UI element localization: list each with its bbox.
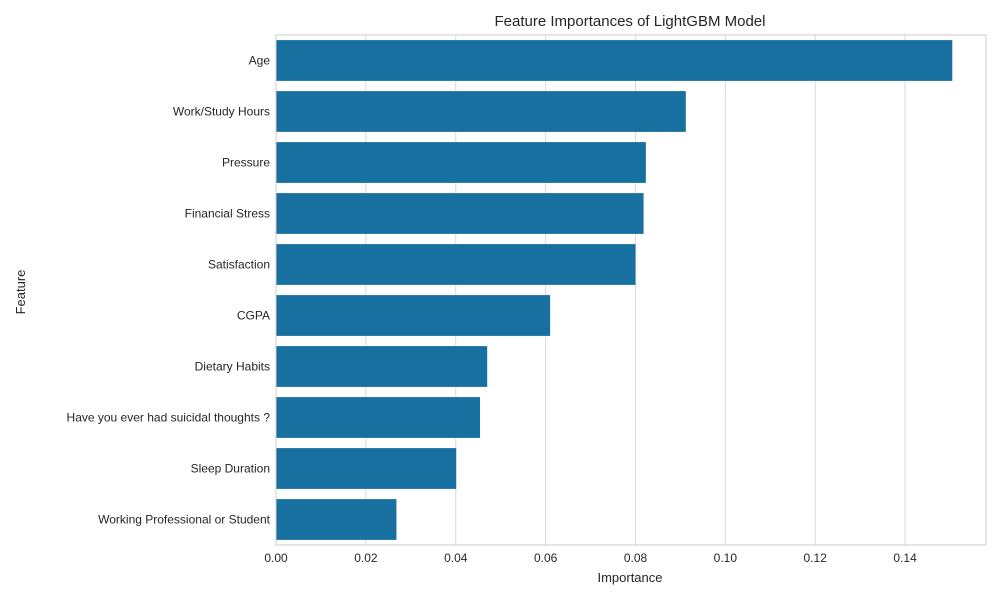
y-category-label: Working Professional or Student bbox=[98, 513, 271, 527]
bar bbox=[276, 295, 551, 336]
plot-frame bbox=[275, 34, 987, 546]
bar bbox=[276, 499, 397, 540]
y-category-label: CGPA bbox=[237, 309, 270, 323]
bar bbox=[276, 244, 636, 285]
x-axis-label: Importance bbox=[597, 570, 662, 585]
y-category-label: Financial Stress bbox=[185, 207, 270, 221]
x-tick-label: 0.06 bbox=[534, 551, 558, 565]
bar bbox=[276, 142, 646, 183]
bar bbox=[276, 91, 686, 132]
x-tick-labels: 0.00 0.02 0.04 0.06 0.08 0.10 0.12 0.14 bbox=[264, 551, 917, 565]
x-tick-label: 0.02 bbox=[354, 551, 378, 565]
y-category-label: Dietary Habits bbox=[195, 360, 270, 374]
y-category-label: Satisfaction bbox=[208, 258, 270, 272]
x-tick-label: 0.12 bbox=[804, 551, 828, 565]
y-category-label: Have you ever had suicidal thoughts ? bbox=[67, 411, 271, 425]
y-category-label: Sleep Duration bbox=[191, 462, 270, 476]
bar bbox=[276, 448, 457, 489]
y-category-labels: Age Work/Study Hours Pressure Financial Str… bbox=[67, 54, 271, 527]
x-tick-label: 0.00 bbox=[264, 551, 288, 565]
chart-title: Feature Importances of LightGBM Model bbox=[495, 13, 766, 30]
y-axis-label: Feature bbox=[13, 270, 28, 315]
bar bbox=[276, 193, 644, 234]
bar bbox=[276, 40, 953, 81]
bar bbox=[276, 346, 488, 387]
bars bbox=[276, 40, 953, 540]
x-tick-label: 0.10 bbox=[714, 551, 738, 565]
y-category-label: Work/Study Hours bbox=[173, 105, 270, 119]
bar bbox=[276, 397, 481, 438]
x-tick-label: 0.08 bbox=[624, 551, 648, 565]
x-tick-label: 0.04 bbox=[444, 551, 468, 565]
x-tick-label: 0.14 bbox=[893, 551, 917, 565]
y-category-label: Age bbox=[249, 54, 271, 68]
y-category-label: Pressure bbox=[222, 156, 270, 170]
